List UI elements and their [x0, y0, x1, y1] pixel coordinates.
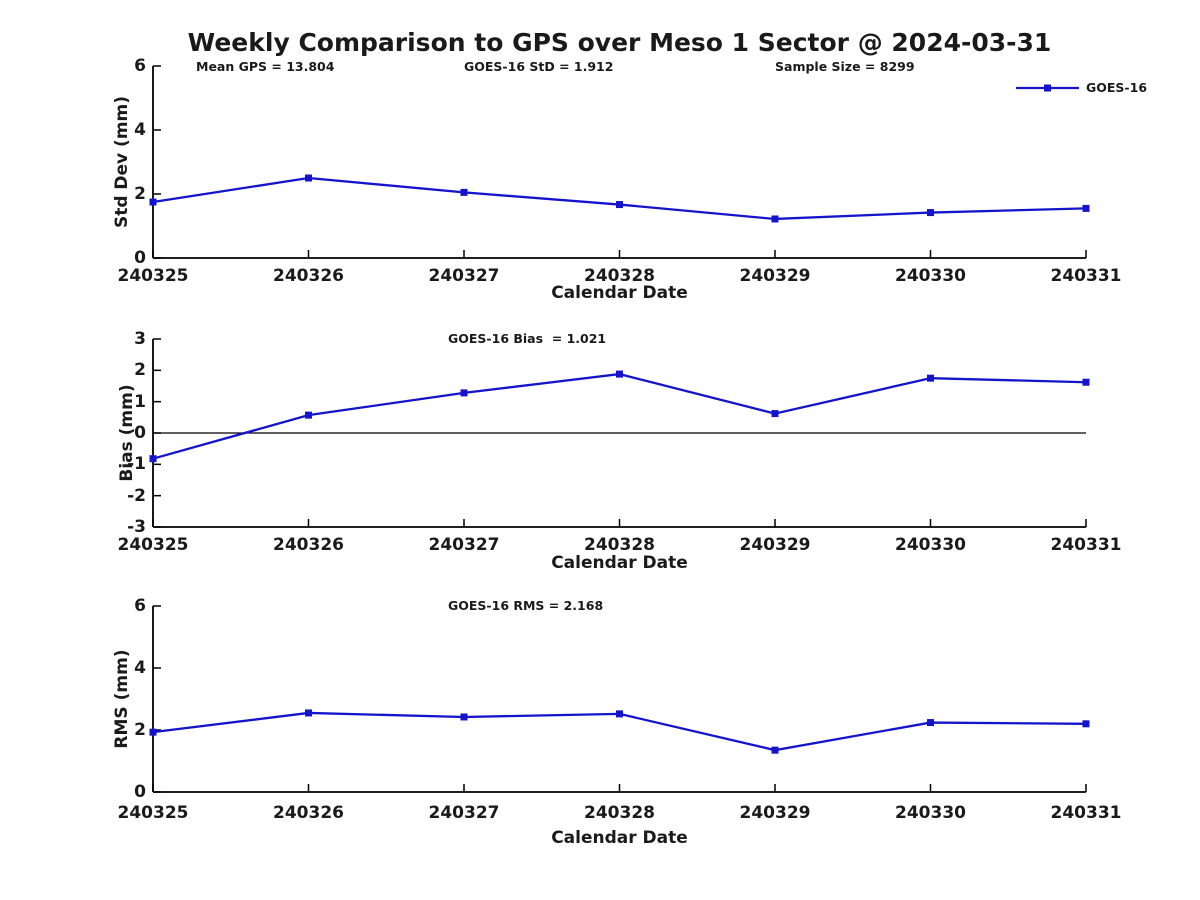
y-tick-label: -3 [127, 517, 146, 537]
x-tick-label: 240330 [895, 266, 966, 286]
bias-data-marker [460, 389, 468, 397]
legend: GOES-16 [1016, 80, 1147, 96]
bias-data-marker [616, 370, 623, 378]
rms-series-line [152, 711, 1087, 752]
bias-annotation: GOES-16 Bias = 1.021 [448, 331, 607, 346]
std-dev-series-line [152, 176, 1087, 221]
bias-x-axis-label: Calendar Date [551, 553, 688, 573]
std-dev-data-marker [460, 188, 468, 196]
rms-annotation: GOES-16 RMS = 2.168 [448, 598, 604, 613]
y-tick-label: 6 [134, 56, 146, 76]
rms-data-marker [616, 710, 623, 718]
std-dev-data-marker [616, 201, 623, 209]
std-dev-subplot [149, 65, 1090, 259]
bias-data-marker [1082, 378, 1090, 386]
rms-data-marker [927, 719, 934, 727]
x-tick-label: 240328 [584, 803, 655, 823]
y-tick-label: 4 [134, 658, 146, 678]
x-tick-label: 240328 [584, 535, 655, 555]
rms-data-marker [771, 746, 779, 754]
x-tick-label: 240325 [117, 803, 189, 823]
bias-data-marker [771, 410, 779, 418]
stddev-x-axis-label: Calendar Date [551, 283, 688, 303]
std-dev-data-marker [771, 215, 779, 223]
y-tick-label: 3 [134, 329, 146, 349]
legend-line-marker-icon [1016, 84, 1079, 92]
rms-data-marker [149, 728, 157, 736]
x-tick-label: 240325 [117, 535, 189, 555]
y-tick-label: 1 [134, 391, 146, 412]
y-tick-label: 4 [134, 120, 146, 140]
rms-subplot [149, 605, 1090, 793]
rms-x-axis-label: Calendar Date [551, 828, 688, 848]
rms-data-marker [1082, 720, 1090, 728]
y-tick-label: 0 [134, 782, 146, 802]
x-tick-label: 240329 [739, 803, 811, 823]
x-tick-label: 240329 [739, 535, 811, 555]
y-tick-label: 0 [134, 423, 146, 443]
y-tick-label: 6 [134, 596, 146, 616]
x-tick-label: 240327 [428, 535, 500, 555]
std-dev-data-marker [305, 174, 312, 182]
x-tick-label: 240331 [1050, 803, 1122, 823]
std-dev-annotation: Sample Size = 8299 [775, 59, 915, 74]
bias-subplot [149, 338, 1090, 528]
x-tick-label: 240329 [739, 266, 811, 286]
y-tick-label: 2 [134, 184, 146, 204]
rms-data-marker [460, 713, 468, 721]
x-tick-label: 240330 [895, 803, 966, 823]
chart-title: Weekly Comparison to GPS over Meso 1 Sec… [187, 28, 1052, 57]
std-dev-data-marker [927, 209, 934, 217]
bias-data-marker [305, 411, 312, 419]
std-dev-annotation: Mean GPS = 13.804 [196, 59, 335, 74]
x-tick-label: 240327 [428, 266, 500, 286]
y-tick-label: 2 [134, 720, 146, 740]
legend-marker [1044, 84, 1051, 92]
legend-label: GOES-16 [1086, 80, 1148, 95]
x-tick-label: 240331 [1050, 266, 1122, 286]
y-tick-label: 2 [134, 360, 146, 381]
x-tick-label: 240326 [273, 803, 344, 823]
bias-data-marker [927, 374, 934, 382]
x-tick-label: 240330 [895, 535, 966, 555]
y-tick-label: -2 [127, 485, 146, 506]
x-tick-label: 240326 [273, 535, 344, 555]
bias-data-marker [149, 455, 157, 463]
rms-data-marker [305, 709, 312, 717]
std-dev-annotation: GOES-16 StD = 1.912 [464, 59, 614, 74]
std-dev-data-marker [1082, 204, 1090, 212]
x-tick-label: 240327 [428, 803, 500, 823]
x-tick-label: 240331 [1050, 535, 1122, 555]
x-tick-label: 240326 [273, 266, 344, 286]
y-tick-label: -1 [127, 454, 146, 475]
x-tick-label: 240325 [117, 266, 189, 286]
std-dev-data-marker [149, 198, 157, 206]
stddev-y-axis-label: Std Dev (mm) [112, 95, 132, 229]
y-tick-label: 0 [134, 248, 146, 268]
x-tick-label: 240328 [584, 266, 655, 286]
bias-series-line [152, 372, 1087, 460]
